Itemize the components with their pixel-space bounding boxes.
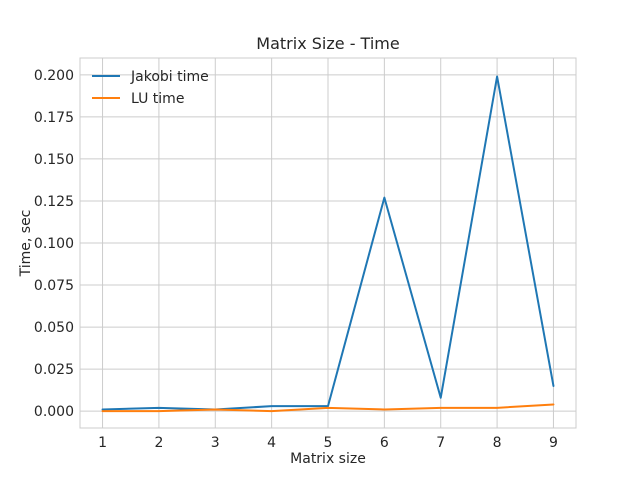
plot-frame [79,57,577,429]
y-tick-label: 0.075 [34,278,74,294]
y-tick-label: 0.125 [34,194,74,210]
x-tick-label: 7 [436,435,445,451]
x-tick-label: 1 [98,435,107,451]
y-axis-title: Time, sec [18,210,34,278]
y-tick-label: 0.150 [34,152,74,168]
y-tick-label: 0.025 [34,362,74,378]
y-tick-labels: 0.000 0.025 0.050 0.075 0.100 0.125 0.150 0.175… [34,68,74,420]
series-line-1 [101,403,555,413]
x-tick-label: 4 [267,435,276,451]
legend-label-0: Jakobi time [130,69,209,85]
x-tick-label: 3 [211,435,220,451]
x-tick-label: 8 [493,435,502,451]
y-tick-label: 0.050 [34,320,74,336]
chart-title: Matrix Size - Time [256,34,399,53]
x-tick-labels: 1 2 3 4 5 6 7 8 9 [98,435,558,451]
series-lines [101,75,555,413]
y-tick-label: 0.175 [34,110,74,126]
grid-lines [80,58,576,428]
y-tick-label: 0.200 [34,68,74,84]
x-tick-label: 9 [549,435,558,451]
x-tick-label: 6 [380,435,389,451]
x-tick-label: 2 [154,435,163,451]
y-tick-label: 0.100 [34,236,74,252]
series-line-0 [101,75,555,411]
x-axis-title: Matrix size [290,451,366,467]
y-tick-label: 0.000 [34,404,74,420]
legend: Jakobi time LU time [92,69,209,107]
legend-label-1: LU time [131,91,184,107]
x-tick-label: 5 [324,435,333,451]
